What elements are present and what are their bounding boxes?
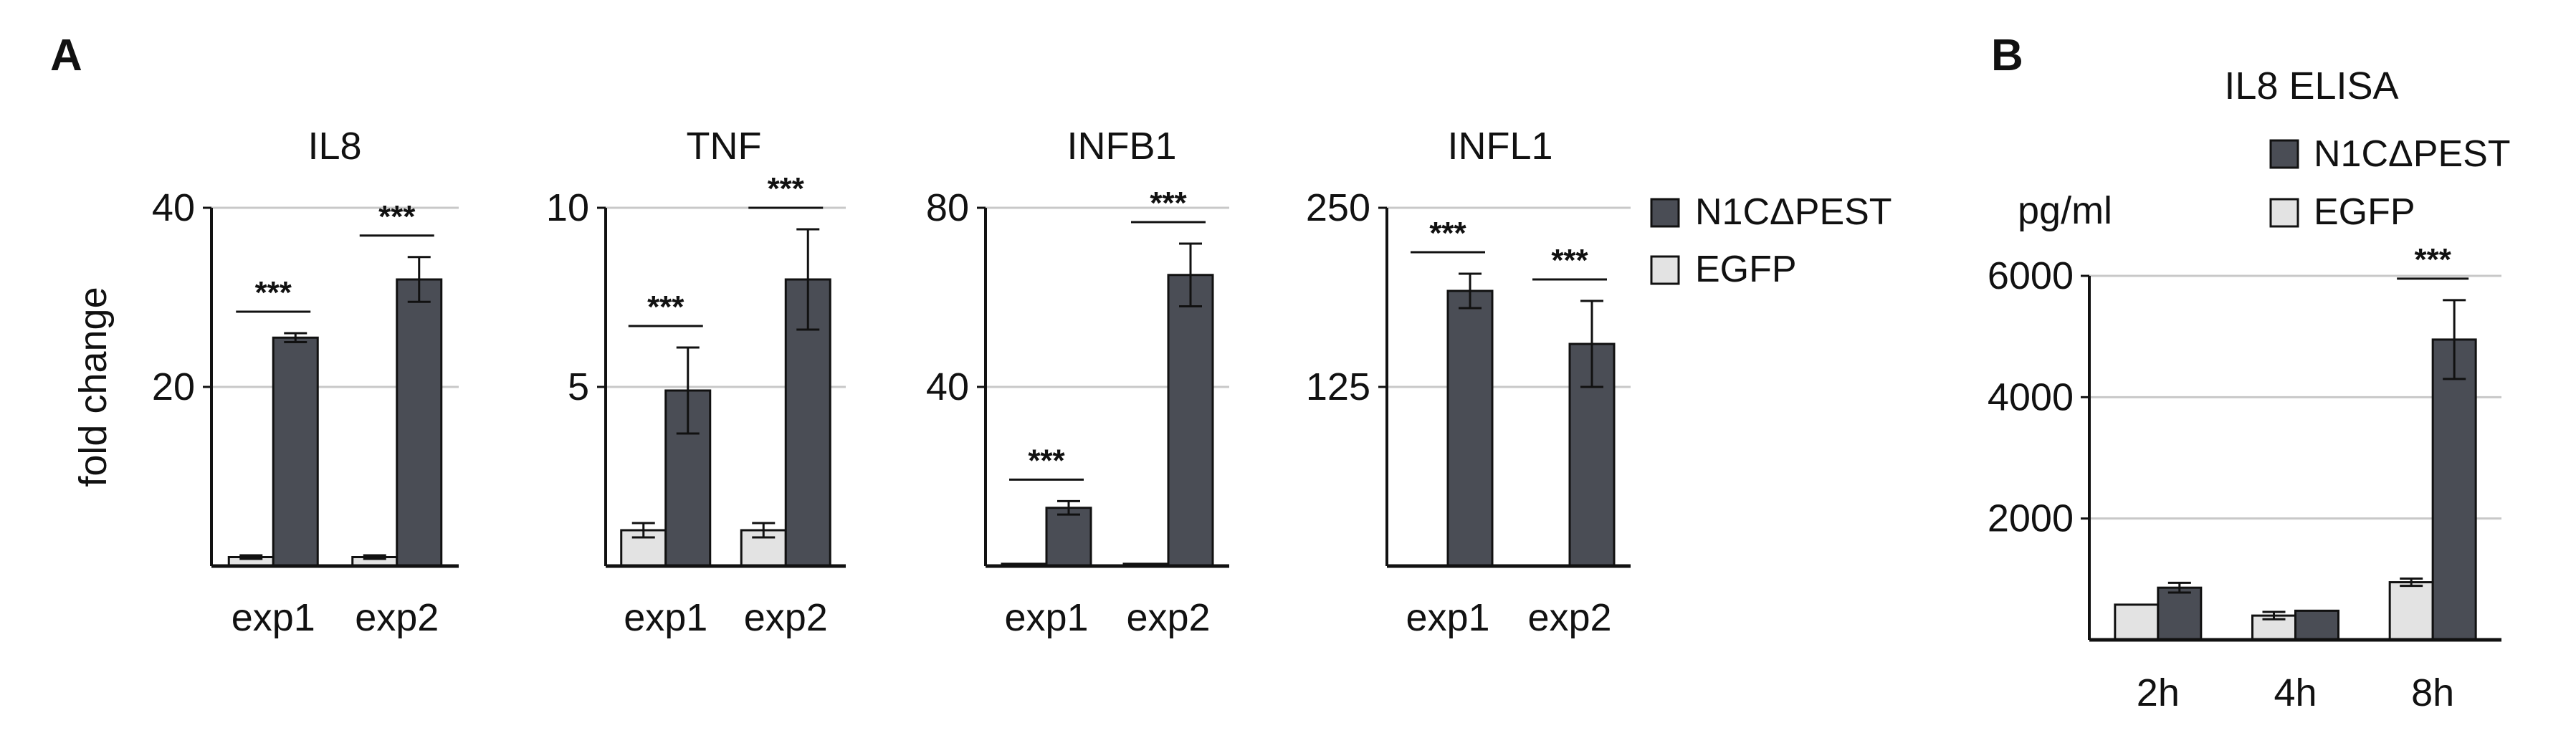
x-category-label: 2h bbox=[2137, 671, 2180, 714]
bar-n1cpest-exp2 bbox=[1167, 274, 1214, 567]
significance-label: *** bbox=[2414, 242, 2451, 277]
panel-label-b: B bbox=[1991, 31, 2023, 80]
x-category-label: exp2 bbox=[1126, 596, 1210, 639]
y-tick-label: 2000 bbox=[1988, 497, 2074, 540]
y-tick-label: 10 bbox=[546, 186, 589, 229]
y-tick-label: 5 bbox=[568, 365, 589, 408]
chart-title: INFL1 bbox=[1447, 125, 1552, 168]
x-category-label: exp2 bbox=[1527, 596, 1611, 639]
y-tick-label: 6000 bbox=[1988, 254, 2074, 297]
x-category-label: exp1 bbox=[624, 596, 707, 639]
significance-label: *** bbox=[1429, 216, 1466, 251]
chart-1: TNF 5 10 *** exp1 *** exp2 bbox=[546, 125, 846, 639]
y-tick-label: 80 bbox=[926, 186, 969, 229]
legend-a-label-egfp: EGFP bbox=[1695, 249, 1797, 290]
legend-a-swatch-n1c bbox=[1650, 198, 1680, 228]
chart-title: INFB1 bbox=[1067, 125, 1176, 168]
y-tick-label: 20 bbox=[152, 365, 195, 408]
x-category-label: exp2 bbox=[355, 596, 439, 639]
y-axis-label: pg/ml bbox=[2018, 189, 2112, 232]
significance-label: *** bbox=[1551, 243, 1588, 278]
panel-label-a: A bbox=[50, 31, 82, 80]
significance-label: *** bbox=[647, 289, 684, 325]
legend-a: N1CΔPEST EGFP bbox=[1650, 191, 1892, 290]
x-category-label: 8h bbox=[2411, 671, 2454, 714]
bar-n1cpest-exp1 bbox=[1045, 507, 1092, 567]
bar-n1cpest-exp2 bbox=[396, 278, 443, 567]
significance-label: *** bbox=[1028, 443, 1065, 478]
chart-3: INFL1 125 250 *** exp1 *** exp2 bbox=[1306, 125, 1631, 639]
chart-2: INFB1 40 80 *** exp1 *** exp2 bbox=[926, 125, 1229, 639]
y-tick-label: 250 bbox=[1306, 186, 1370, 229]
y-tick-label: 40 bbox=[152, 186, 195, 229]
y-tick-label: 40 bbox=[926, 365, 969, 408]
x-category-label: exp1 bbox=[1004, 596, 1088, 639]
bar-n1cpest-exp1 bbox=[272, 336, 319, 567]
chart-title: IL8 bbox=[307, 125, 361, 168]
y-axis-label: fold change bbox=[72, 287, 115, 487]
legend-b-swatch-egfp bbox=[2269, 198, 2299, 228]
chart-4: IL8 ELISA pg/ml 2000 4000 6000 2h 4h *** 8h bbox=[1988, 64, 2501, 714]
bar-n1cpest-2h bbox=[2157, 586, 2203, 641]
legend-b-label-egfp: EGFP bbox=[2314, 191, 2415, 233]
legend-a-label-n1c: N1CΔPEST bbox=[1695, 191, 1892, 233]
y-tick-label: 125 bbox=[1306, 365, 1370, 408]
bar-egfp-2h bbox=[2114, 603, 2160, 641]
bar-n1cpest-8h bbox=[2431, 338, 2477, 641]
chart-title: TNF bbox=[687, 125, 762, 168]
x-category-label: exp1 bbox=[1406, 596, 1489, 639]
significance-label: *** bbox=[255, 275, 292, 310]
significance-label: *** bbox=[1150, 186, 1187, 221]
bar-n1cpest-exp2 bbox=[784, 278, 831, 567]
chart-title: IL8 ELISA bbox=[2224, 64, 2398, 107]
charts: IL8 fold change 20 40 *** exp1 *** exp2 TNF 5 10 **… bbox=[72, 64, 2501, 714]
significance-label: *** bbox=[378, 199, 416, 234]
bar-n1cpest-exp1 bbox=[1446, 289, 1494, 567]
bar-egfp-8h bbox=[2388, 581, 2434, 641]
x-category-label: exp2 bbox=[744, 596, 828, 639]
legend-b-swatch-n1c bbox=[2269, 139, 2299, 169]
x-category-label: exp1 bbox=[232, 596, 315, 639]
legend-a-swatch-egfp bbox=[1650, 255, 1680, 285]
legend-b-label-n1c: N1CΔPEST bbox=[2314, 133, 2511, 175]
y-tick-label: 4000 bbox=[1988, 375, 2074, 418]
legend-b: N1CΔPEST EGFP bbox=[2269, 133, 2511, 233]
chart-0: IL8 fold change 20 40 *** exp1 *** exp2 bbox=[72, 125, 459, 639]
bar-n1cpest-4h bbox=[2294, 609, 2339, 641]
significance-label: *** bbox=[768, 171, 805, 206]
x-category-label: 4h bbox=[2274, 671, 2317, 714]
